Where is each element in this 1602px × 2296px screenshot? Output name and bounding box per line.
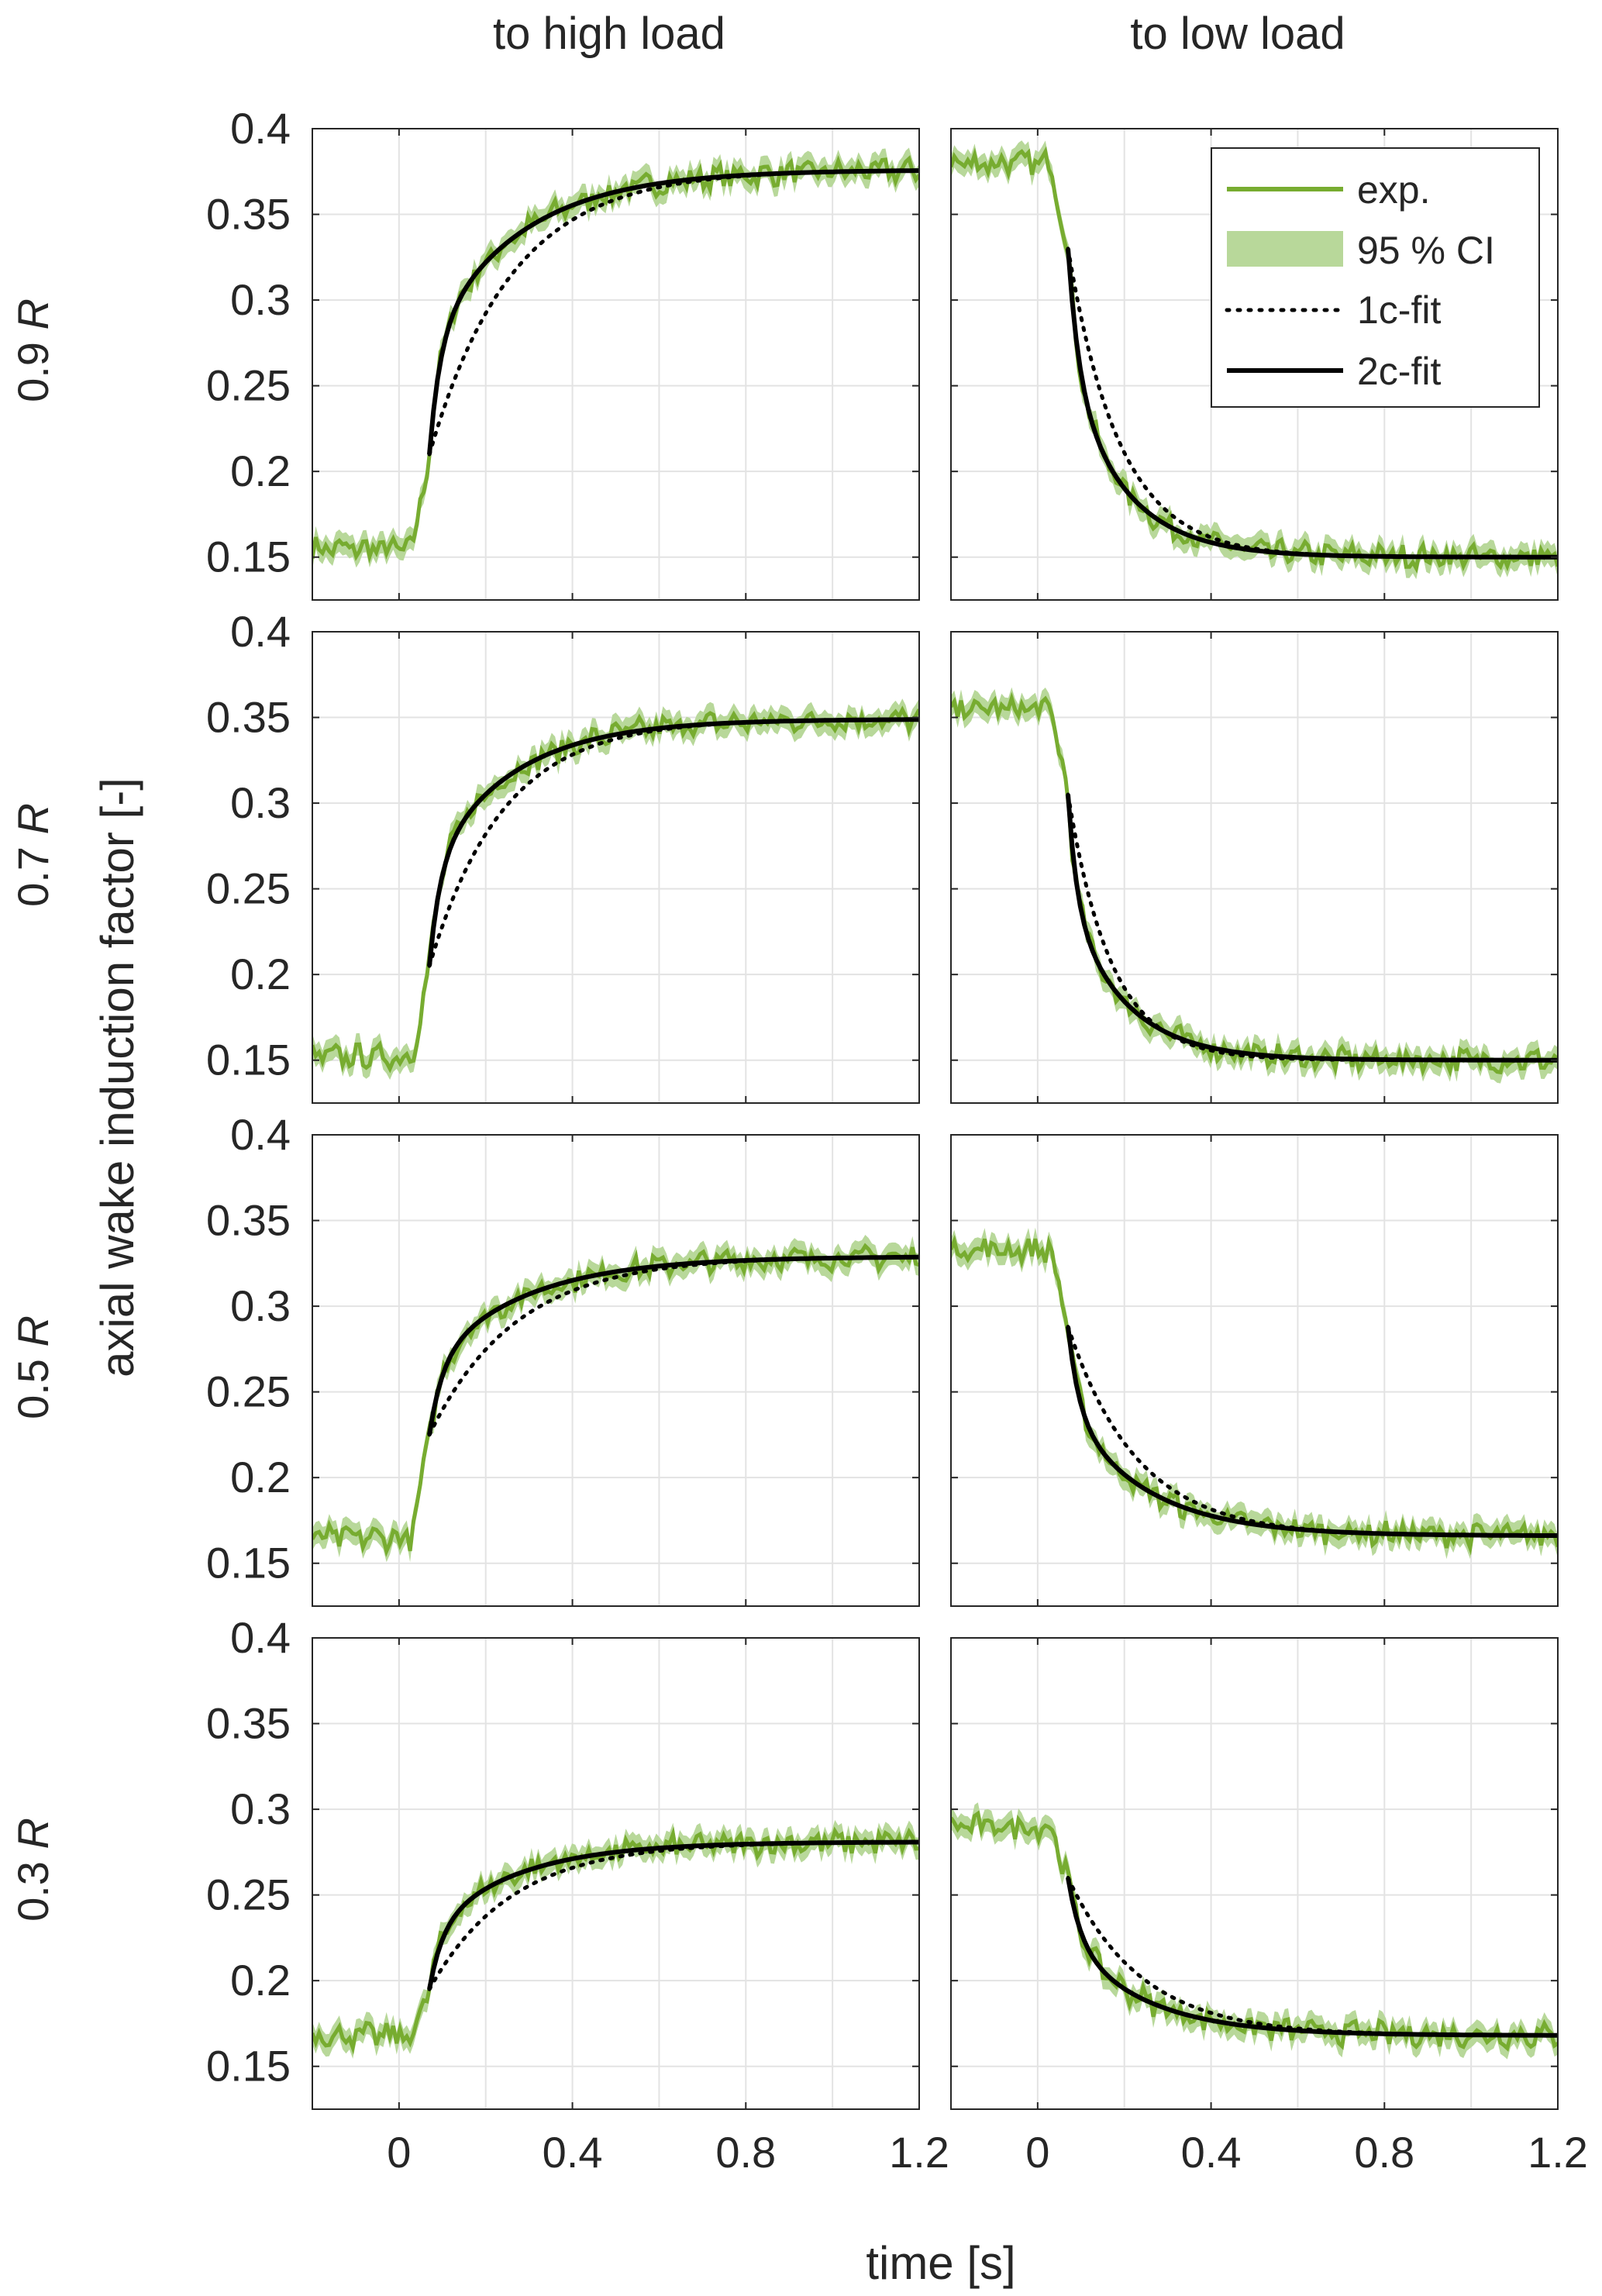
fit-2c-line [427, 1839, 919, 1990]
exp-line [312, 1825, 919, 2055]
panel-background [312, 632, 919, 1103]
panel-r0-c0: 0.15 0.2 0.25 0.3 0.35 0.4 [206, 104, 920, 601]
y-tick-label: 0.3 [230, 1281, 291, 1330]
legend-label-2c-fit: 2c-fit [1357, 350, 1441, 393]
y-tick-label: 0.35 [206, 190, 291, 239]
y-tick-label: 0.15 [206, 2042, 291, 2091]
panel-frame [950, 1134, 1559, 1607]
y-tick-label: 0.4 [230, 607, 291, 656]
y-tick-label: 0.4 [230, 1110, 291, 1159]
y-tick-label: 0.35 [206, 693, 291, 742]
y-tick-label: 0.25 [206, 1367, 291, 1416]
y-axis-label: axial wake induction factor [-] [91, 777, 143, 1377]
exp-line [951, 691, 1558, 1077]
row-label-0.3R: 0.3 R [9, 1818, 57, 1922]
panel-r3-c1: 0 0.4 0.8 1.2 [950, 1637, 1588, 2177]
legend-swatch-ci [1227, 231, 1343, 267]
x-tick-label: 0.8 [715, 2128, 776, 2177]
panels: 0.150.20.250.30.350.40.150.20.250.30.350… [206, 104, 1588, 2177]
fit-2c-line [1066, 1326, 1558, 1538]
fit-2c-line [427, 717, 919, 967]
y-tick-label: 0.2 [230, 446, 291, 495]
y-tick-label: 0.15 [206, 1539, 291, 1588]
x-axis-label: time [s] [866, 2237, 1015, 2289]
legend-label-1c-fit: 1c-fit [1357, 288, 1441, 332]
ci-band [951, 687, 1558, 1084]
panel-r1-c1 [950, 631, 1559, 1104]
panel-background [312, 129, 919, 600]
panel-frame [312, 128, 920, 601]
panel-frame [312, 1637, 920, 2110]
panel-frame [950, 631, 1559, 1104]
y-tick-label: 0.25 [206, 864, 291, 913]
x-tick-label: 0 [387, 2128, 411, 2177]
fit-1c-line [1066, 1876, 1558, 2038]
panel-frame [950, 1637, 1559, 2110]
row-label-0.7R: 0.7 R [9, 803, 57, 907]
panel-frame [312, 1134, 920, 1607]
row-label-0.5R: 0.5 R [9, 1315, 57, 1419]
x-tick-label: 0 [1025, 2128, 1049, 2177]
y-tick-label: 0.2 [230, 1956, 291, 2005]
y-tick-label: 0.35 [206, 1196, 291, 1245]
legend-label-ci: 95 % CI [1357, 229, 1495, 272]
fit-2c-line [427, 1254, 919, 1436]
column-title-high-load: to high load [493, 9, 725, 59]
exp-line [951, 1810, 1558, 2052]
panel-r3-c0: 0.15 0.2 0.25 0.3 0.35 0.4 0 0.4 0.8 1.2 [206, 1613, 949, 2177]
y-tick-label: 0.15 [206, 1036, 291, 1084]
ci-band [312, 698, 919, 1080]
x-tick-label: 1.2 [1528, 2128, 1588, 2177]
exp-line [312, 705, 919, 1074]
y-tick-label: 0.3 [230, 275, 291, 324]
row-label-0.9R: 0.9 R [9, 298, 57, 402]
y-tick-label: 0.2 [230, 950, 291, 998]
panel-r2-c0: 0.15 0.2 0.25 0.3 0.35 0.4 [206, 1110, 920, 1607]
fit-2c-line [427, 168, 919, 455]
panel-frame [312, 631, 920, 1104]
y-tick-label: 0.25 [206, 1870, 291, 1919]
y-tick-label: 0.3 [230, 778, 291, 827]
y-tick-label: 0.4 [230, 1613, 291, 1662]
y-tick-label: 0.15 [206, 533, 291, 581]
legend-label-exp: exp. [1357, 168, 1431, 212]
y-tick-label: 0.4 [230, 104, 291, 153]
y-tick-label: 0.2 [230, 1453, 291, 1501]
x-tick-label: 0.4 [1181, 2128, 1242, 2177]
y-tick-label: 0.25 [206, 361, 291, 410]
fit-2c-line [1066, 794, 1558, 1063]
x-tick-label: 1.2 [889, 2128, 949, 2177]
x-tick-label: 0.4 [543, 2128, 603, 2177]
column-title-low-load: to low load [1130, 9, 1345, 59]
fit-2c-line [1066, 1877, 1558, 2038]
legend: exp. 95 % CI 1c-fit 2c-fit [1211, 147, 1540, 408]
panel-r2-c1 [950, 1134, 1559, 1607]
x-tick-label: 0.8 [1354, 2128, 1414, 2177]
panel-r1-c0: 0.15 0.2 0.25 0.3 0.35 0.4 [206, 607, 920, 1104]
y-tick-label: 0.3 [230, 1784, 291, 1833]
y-tick-label: 0.35 [206, 1699, 291, 1748]
panel-frame [950, 128, 1559, 601]
fit-2c-line [1066, 248, 1558, 560]
